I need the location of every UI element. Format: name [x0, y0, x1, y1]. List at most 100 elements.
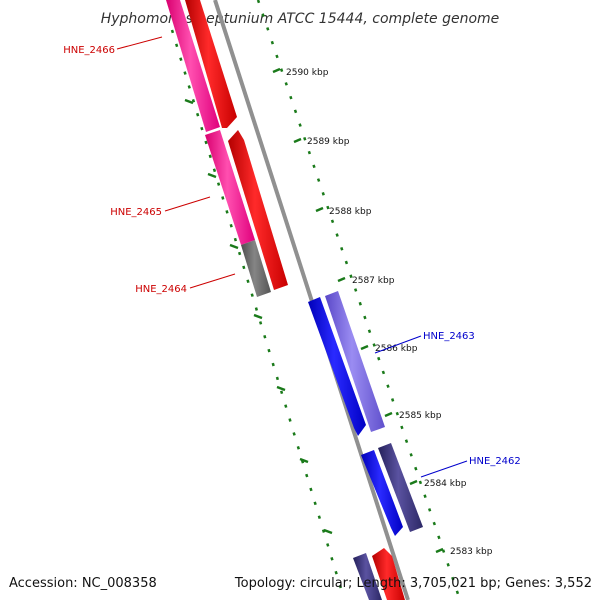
- leader-line-hne-2464: [189, 273, 236, 289]
- scale-tick: [316, 178, 321, 182]
- scale-label: 2585 kbp: [399, 411, 442, 421]
- scale-tick: [191, 99, 196, 103]
- scale-tick: [289, 95, 293, 100]
- scale-tick: [317, 515, 321, 519]
- cds-hne-2465[interactable]: [228, 130, 288, 290]
- scale-tick: [233, 237, 238, 242]
- scale-label: 2590 kbp: [286, 68, 329, 78]
- scale-tick: [187, 85, 191, 89]
- scale-tick: [216, 182, 221, 186]
- leader-line-hne-2465: [164, 196, 211, 212]
- scale-tick: [395, 411, 399, 416]
- scale-tick: [423, 494, 427, 498]
- scale-tick: [179, 57, 183, 61]
- scale-tick: [246, 279, 250, 284]
- scale-tick: [212, 168, 217, 173]
- scale-tick: [414, 466, 418, 471]
- scale-tick: [344, 260, 349, 265]
- gene-label-hne-2462[interactable]: HNE_2462: [469, 456, 521, 467]
- scale-tick: [270, 40, 274, 45]
- scale-tick: [321, 192, 325, 196]
- scale-tick: [263, 334, 267, 339]
- scale-tick: [381, 370, 386, 375]
- scale-tick: [363, 315, 367, 320]
- gene-hne-2465[interactable]: [205, 130, 255, 245]
- scale-tick: [221, 196, 225, 200]
- gene-label-hne-2464[interactable]: HNE_2464: [135, 284, 187, 295]
- gene-labels: HNE_2466 HNE_2465 HNE_2464 HNE_2463 HNE_…: [63, 36, 521, 478]
- scale-tick: [367, 329, 372, 334]
- scale-tick-ring: [170, 0, 460, 595]
- scale-tick: [225, 210, 229, 214]
- scale-tick: [250, 293, 254, 297]
- scale-tick: [200, 126, 204, 131]
- scale-tick: [279, 68, 284, 73]
- scale-tick: [330, 219, 335, 224]
- scale-tick: [256, 0, 261, 4]
- genome-backbone: [213, 0, 410, 600]
- scale-tick: [271, 362, 275, 367]
- scale-tick: [451, 576, 455, 581]
- scale-tick: [377, 356, 381, 361]
- scale-tick: [432, 521, 436, 526]
- scale-tick: [330, 557, 334, 561]
- scale-tick: [275, 54, 279, 59]
- scale-tick: [326, 205, 330, 210]
- scale-major-tick: [337, 276, 346, 283]
- scale-labels: 2590 kbp 2589 kbp 2588 kbp 2587 kbp 2586…: [286, 68, 493, 557]
- scale-tick: [267, 348, 271, 353]
- accession-text: Accession: NC_008358: [9, 576, 157, 591]
- scale-tick: [313, 501, 317, 506]
- scale-major-tick: [229, 243, 239, 250]
- gene-label-hne-2463[interactable]: HNE_2463: [423, 331, 475, 342]
- scale-label: 2586 kbp: [375, 344, 418, 354]
- scale-major-tick: [323, 528, 333, 535]
- scale-major-tick: [435, 547, 444, 554]
- scale-label: 2587 kbp: [352, 276, 395, 286]
- scale-tick: [391, 398, 395, 402]
- scale-tick: [204, 140, 208, 145]
- scale-major-tick: [272, 67, 281, 74]
- gene-partial-bottom[interactable]: [353, 553, 382, 600]
- reverse-strand-features: [308, 291, 423, 600]
- scale-tick: [455, 590, 460, 595]
- gene-hne-2462[interactable]: [378, 443, 423, 532]
- scale-tick: [229, 223, 233, 228]
- scale-tick: [321, 529, 326, 533]
- scale-major-tick: [384, 411, 393, 418]
- scale-tick: [298, 123, 302, 127]
- scale-tick: [237, 251, 242, 256]
- gene-hne-2463[interactable]: [325, 291, 385, 432]
- scale-tick: [196, 112, 200, 117]
- cds-hne-2463[interactable]: [308, 297, 366, 436]
- scale-tick: [437, 535, 441, 540]
- scale-tick: [293, 109, 298, 114]
- gene-hne-2464[interactable]: [241, 240, 271, 297]
- scale-tick: [428, 508, 432, 512]
- scale-tick: [354, 288, 358, 292]
- scale-tick: [334, 570, 338, 575]
- gene-label-hne-2465[interactable]: HNE_2465: [110, 207, 162, 218]
- scale-major-tick: [293, 137, 302, 144]
- scale-tick: [418, 480, 423, 485]
- scale-label: 2584 kbp: [424, 479, 467, 489]
- cds-hne-2462[interactable]: [361, 450, 403, 536]
- scale-tick: [312, 164, 316, 169]
- scale-tick: [279, 390, 284, 395]
- gene-hne-2466[interactable]: [166, 0, 220, 132]
- scale-tick: [296, 446, 300, 450]
- forward-strand-features: [166, 0, 405, 600]
- leader-line-hne-2466: [116, 36, 163, 50]
- scale-tick: [305, 473, 309, 478]
- cds-partial-bottom[interactable]: [372, 548, 405, 600]
- scale-tick: [175, 43, 179, 48]
- scale-tick: [446, 563, 450, 567]
- cds-hne-2466[interactable]: [185, 0, 237, 128]
- scale-tick: [183, 71, 187, 75]
- scale-tick: [309, 487, 313, 492]
- genome-summary-text: Topology: circular; Length: 3,705,021 bp…: [234, 576, 592, 591]
- scale-major-tick: [184, 98, 194, 105]
- gene-label-hne-2466[interactable]: HNE_2466: [63, 45, 115, 56]
- scale-tick: [288, 418, 292, 422]
